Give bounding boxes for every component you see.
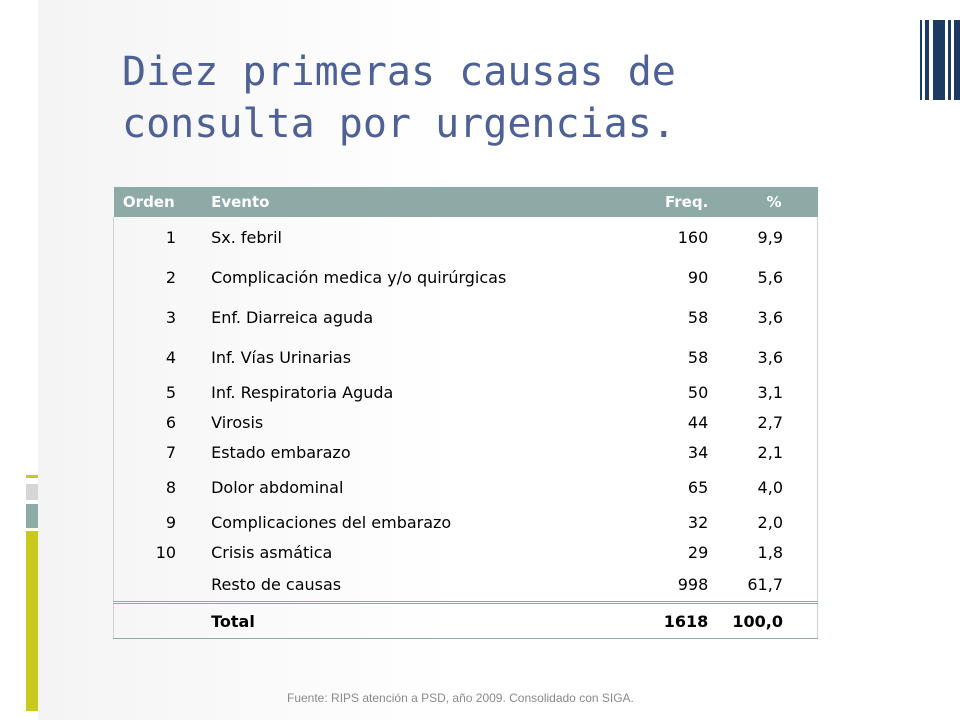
deco-bar: [948, 20, 951, 100]
cell-freq: 65: [687, 477, 709, 497]
cell-orden: 9: [165, 512, 177, 532]
header-freq: Freq.: [609, 187, 713, 217]
cell-evento: Estado embarazo: [211, 442, 351, 462]
cell-pct: 3,6: [757, 347, 783, 367]
source-note: Fuente: RIPS atención a PSD, año 2009. C…: [287, 691, 634, 705]
cell-pct: 4,0: [757, 477, 783, 497]
cell-pct: 2,7: [757, 412, 783, 432]
causes-table: Orden Evento Freq. % 1 Sx. febril 160 9,…: [113, 187, 818, 639]
cell-evento: Crisis asmática: [211, 542, 333, 562]
cell-evento: Sx. febril: [211, 227, 282, 247]
deco-bar: [954, 20, 960, 100]
cell-evento: Dolor abdominal: [211, 477, 344, 497]
cell-orden: 8: [165, 477, 177, 497]
slide-title: Diez primeras causas de consulta por urg…: [122, 49, 676, 147]
cell-pct: 3,1: [757, 382, 783, 402]
header-pct: %: [712, 187, 818, 217]
header-evento: Evento: [176, 187, 610, 217]
cell-freq: 58: [687, 307, 709, 327]
cell-orden: 4: [165, 347, 177, 367]
cell-pct-total: 100,0: [712, 602, 818, 639]
cell-pct: 3,6: [757, 307, 783, 327]
cell-orden: 5: [165, 382, 177, 402]
table-header-row: Orden Evento Freq. %: [113, 187, 818, 217]
cell-pct: 9,9: [757, 227, 783, 247]
deco-bar: [920, 20, 922, 100]
table-row: 9 Complicaciones del embarazo 32 2,0: [114, 507, 818, 537]
cell-pct: 61,7: [712, 567, 818, 604]
cell-freq: 160: [677, 227, 709, 247]
cell-orden: 2: [165, 267, 177, 287]
cell-pct: 2,1: [757, 442, 783, 462]
cell-orden: 6: [165, 412, 177, 432]
cell-freq: 44: [687, 412, 709, 432]
cell-evento: Resto de causas: [176, 567, 610, 604]
cell-orden: 1: [165, 227, 177, 247]
cell-evento: Complicación medica y/o quirúrgicas: [211, 267, 507, 287]
deco-bar: [26, 484, 38, 500]
cell-freq: 90: [687, 267, 709, 287]
table-row: 2 Complicación medica y/o quirúrgicas 90…: [114, 257, 818, 297]
cell-evento: Inf. Vías Urinarias: [211, 347, 352, 367]
header-orden: Orden: [113, 187, 177, 217]
deco-bar: [925, 20, 929, 100]
cell-freq: 998: [609, 567, 713, 604]
table-row-resto: Resto de causas 998 61,7: [113, 567, 818, 604]
cell-evento: Enf. Diarreica aguda: [211, 307, 374, 327]
cell-freq-total: 1618: [609, 602, 713, 639]
cell-orden: [113, 602, 177, 639]
cell-freq: 32: [687, 512, 709, 532]
cell-orden: 7: [165, 442, 177, 462]
deco-bar: [26, 531, 38, 711]
cell-orden: 10: [155, 542, 177, 562]
cell-evento: Virosis: [211, 412, 264, 432]
cell-evento: Complicaciones del embarazo: [211, 512, 452, 532]
deco-bar: [26, 504, 38, 528]
cell-orden: [113, 567, 177, 604]
table-row: 3 Enf. Diarreica aguda 58 3,6: [114, 297, 818, 337]
cell-pct: 1,8: [757, 542, 783, 562]
cell-freq: 50: [687, 382, 709, 402]
table-row: 8 Dolor abdominal 65 4,0: [114, 467, 818, 507]
table-row: 6 Virosis 44 2,7: [114, 407, 818, 437]
cell-orden: 3: [165, 307, 177, 327]
cell-evento-total: Total: [176, 602, 610, 639]
table-row: 10 Crisis asmática 29 1,8: [114, 537, 818, 567]
table-row: 4 Inf. Vías Urinarias 58 3,6: [114, 337, 818, 377]
cell-freq: 29: [687, 542, 709, 562]
cell-pct: 5,6: [757, 267, 783, 287]
cell-freq: 58: [687, 347, 709, 367]
deco-bar: [933, 20, 945, 100]
cell-pct: 2,0: [757, 512, 783, 532]
table-row: 1 Sx. febril 160 9,9: [114, 217, 818, 257]
cell-evento: Inf. Respiratoria Aguda: [211, 382, 394, 402]
table-row: 7 Estado embarazo 34 2,1: [114, 437, 818, 467]
table-row-total: Total 1618 100,0: [113, 602, 818, 639]
table-row: 5 Inf. Respiratoria Aguda 50 3,1: [114, 377, 818, 407]
cell-freq: 34: [687, 442, 709, 462]
deco-bar: [26, 475, 38, 478]
